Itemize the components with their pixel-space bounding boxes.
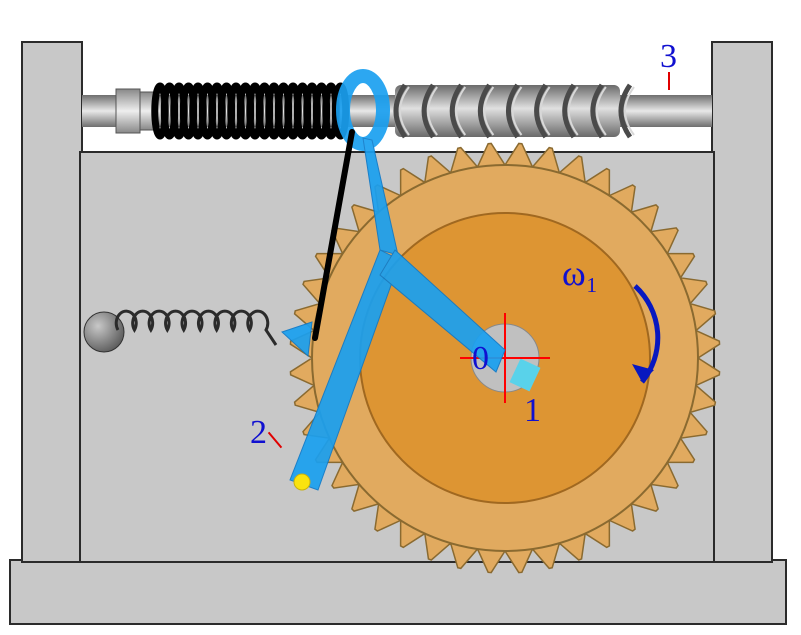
label-three: 3 bbox=[660, 38, 677, 76]
shaft-spring bbox=[155, 86, 346, 136]
label-three-text: 3 bbox=[660, 38, 677, 75]
label-two: 2 bbox=[250, 414, 267, 452]
label-one: 1 bbox=[524, 392, 541, 430]
label-three-tick bbox=[668, 72, 670, 90]
diagram-svg bbox=[0, 0, 801, 635]
label-omega: ω₁ bbox=[562, 252, 598, 294]
mechanism-diagram: 0 1 ω₁ 2 3 bbox=[0, 0, 801, 635]
label-zero: 0 bbox=[472, 340, 489, 378]
worm-screw bbox=[395, 85, 634, 137]
label-two-text: 2 bbox=[250, 414, 267, 451]
